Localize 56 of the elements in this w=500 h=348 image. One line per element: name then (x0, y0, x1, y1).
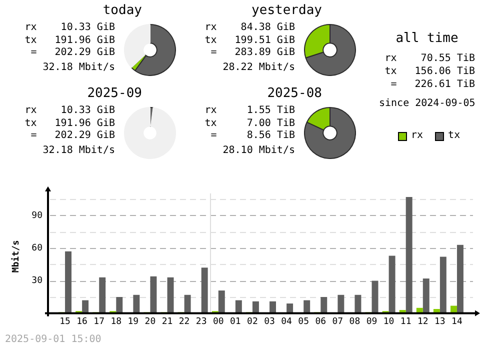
y-axis-title: Mbit/s (10, 240, 22, 273)
x-tick-label: 14 (452, 317, 462, 328)
x-tick-label: 11 (400, 317, 412, 328)
text: 28.10 Mbit/s (222, 144, 295, 157)
x-tick-label: 01 (230, 317, 241, 328)
x-tick-label: 09 (366, 317, 378, 328)
text: tx 191.96 GiB (24, 34, 115, 47)
text: = 202.29 GiB (30, 47, 115, 60)
legend-label: tx (448, 130, 460, 142)
x-tick-label: 06 (315, 317, 326, 328)
text: = 202.29 GiB (30, 130, 115, 142)
chart-title: 2025-08 (266, 86, 322, 101)
legend-label: rx (411, 130, 424, 142)
x-tick-label: 10 (383, 317, 394, 328)
chart-title: 2025-09 (86, 86, 142, 101)
x-tick-label: 13 (434, 317, 446, 328)
text: rx 84.38 GiB (204, 22, 295, 34)
text: = 8.56 TiB (210, 130, 295, 142)
text: tx 199.51 GiB (204, 34, 295, 47)
text: tx 156.06 TiB (384, 65, 475, 78)
text: tx 7.00 TiB (204, 118, 295, 130)
x-tick-label: 17 (94, 317, 105, 328)
text: 32.18 Mbit/s (42, 144, 115, 157)
x-tick-label: 22 (178, 317, 190, 328)
x-tick-label: 19 (128, 317, 139, 328)
text: rx 1.55 TiB (204, 105, 295, 118)
y-tick-label: 30 (32, 276, 42, 286)
chart-title: yesterday (250, 3, 322, 18)
x-tick-label: 07 (332, 317, 344, 328)
text: 28.22 Mbit/s (222, 62, 295, 74)
x-tick-label: 23 (196, 317, 207, 328)
x-tick-label: 16 (76, 317, 88, 328)
x-tick-label: 04 (281, 317, 292, 328)
x-tick-label: 18 (110, 317, 122, 328)
y-tick-label: 60 (32, 243, 42, 254)
x-tick-label: 15 (60, 317, 70, 328)
text: 2025-09-01 15:00 (5, 334, 102, 346)
text: rx 70.55 TiB (384, 52, 475, 65)
x-tick-label: 08 (349, 317, 360, 328)
text: 32.18 Mbit/s (42, 62, 115, 74)
text: = 226.61 TiB (390, 78, 475, 91)
x-tick-label: 05 (298, 317, 310, 328)
text: rx 10.33 GiB (24, 22, 115, 34)
x-tick-label: 03 (264, 317, 275, 328)
text: = 283.89 GiB (210, 47, 295, 60)
x-tick-label: 00 (212, 317, 224, 328)
chart-title: today (102, 3, 142, 18)
y-tick-label: 90 (32, 210, 42, 221)
x-tick-label: 12 (417, 317, 428, 328)
x-tick-label: 02 (247, 317, 258, 328)
text: tx 191.96 GiB (24, 118, 115, 130)
text: all time (394, 31, 460, 46)
x-tick-label: 20 (144, 317, 156, 328)
text: rx 10.33 GiB (24, 105, 115, 118)
x-tick-label: 21 (162, 317, 173, 328)
text: since 2024-09-05 (379, 97, 476, 110)
